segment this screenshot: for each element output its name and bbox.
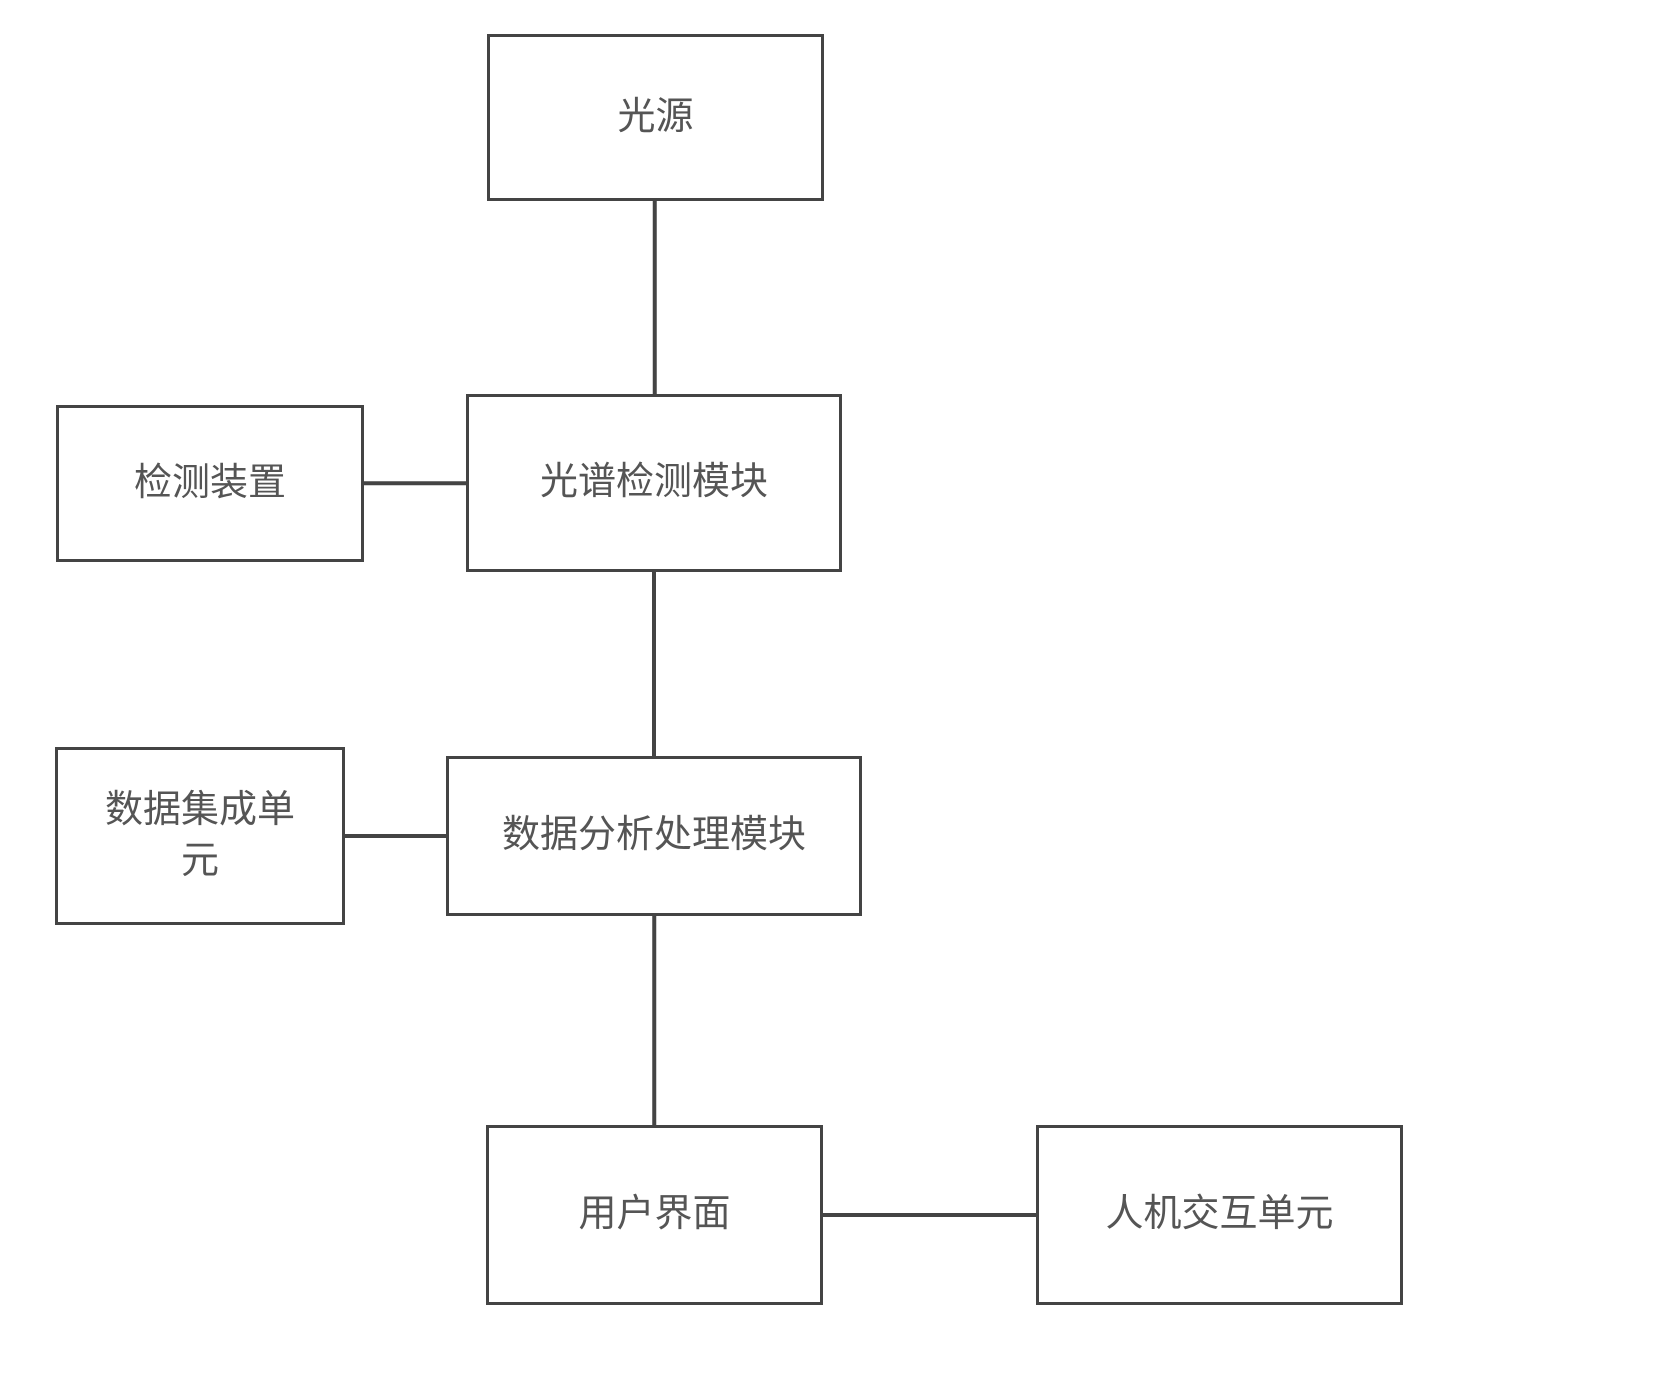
node-label: 用户界面 bbox=[578, 1189, 730, 1240]
node-spectrum-module: 光谱检测模块 bbox=[466, 394, 842, 572]
node-data-integrate: 数据集成单 元 bbox=[55, 747, 345, 925]
node-label: 光谱检测模块 bbox=[540, 457, 768, 508]
node-label: 数据分析处理模块 bbox=[502, 810, 806, 861]
node-data-analysis: 数据分析处理模块 bbox=[446, 756, 862, 916]
node-light-source: 光源 bbox=[487, 34, 824, 201]
diagram-canvas: 光源 检测装置 光谱检测模块 数据集成单 元 数据分析处理模块 用户界面 人机交… bbox=[0, 0, 1662, 1395]
node-label: 数据集成单 元 bbox=[105, 785, 295, 888]
node-detect-device: 检测装置 bbox=[56, 405, 364, 562]
node-label: 检测装置 bbox=[134, 458, 286, 509]
node-label: 人机交互单元 bbox=[1105, 1189, 1333, 1240]
edges-layer bbox=[0, 0, 1662, 1395]
node-hci-unit: 人机交互单元 bbox=[1036, 1125, 1403, 1305]
node-label: 光源 bbox=[617, 92, 693, 143]
node-user-interface: 用户界面 bbox=[486, 1125, 823, 1305]
